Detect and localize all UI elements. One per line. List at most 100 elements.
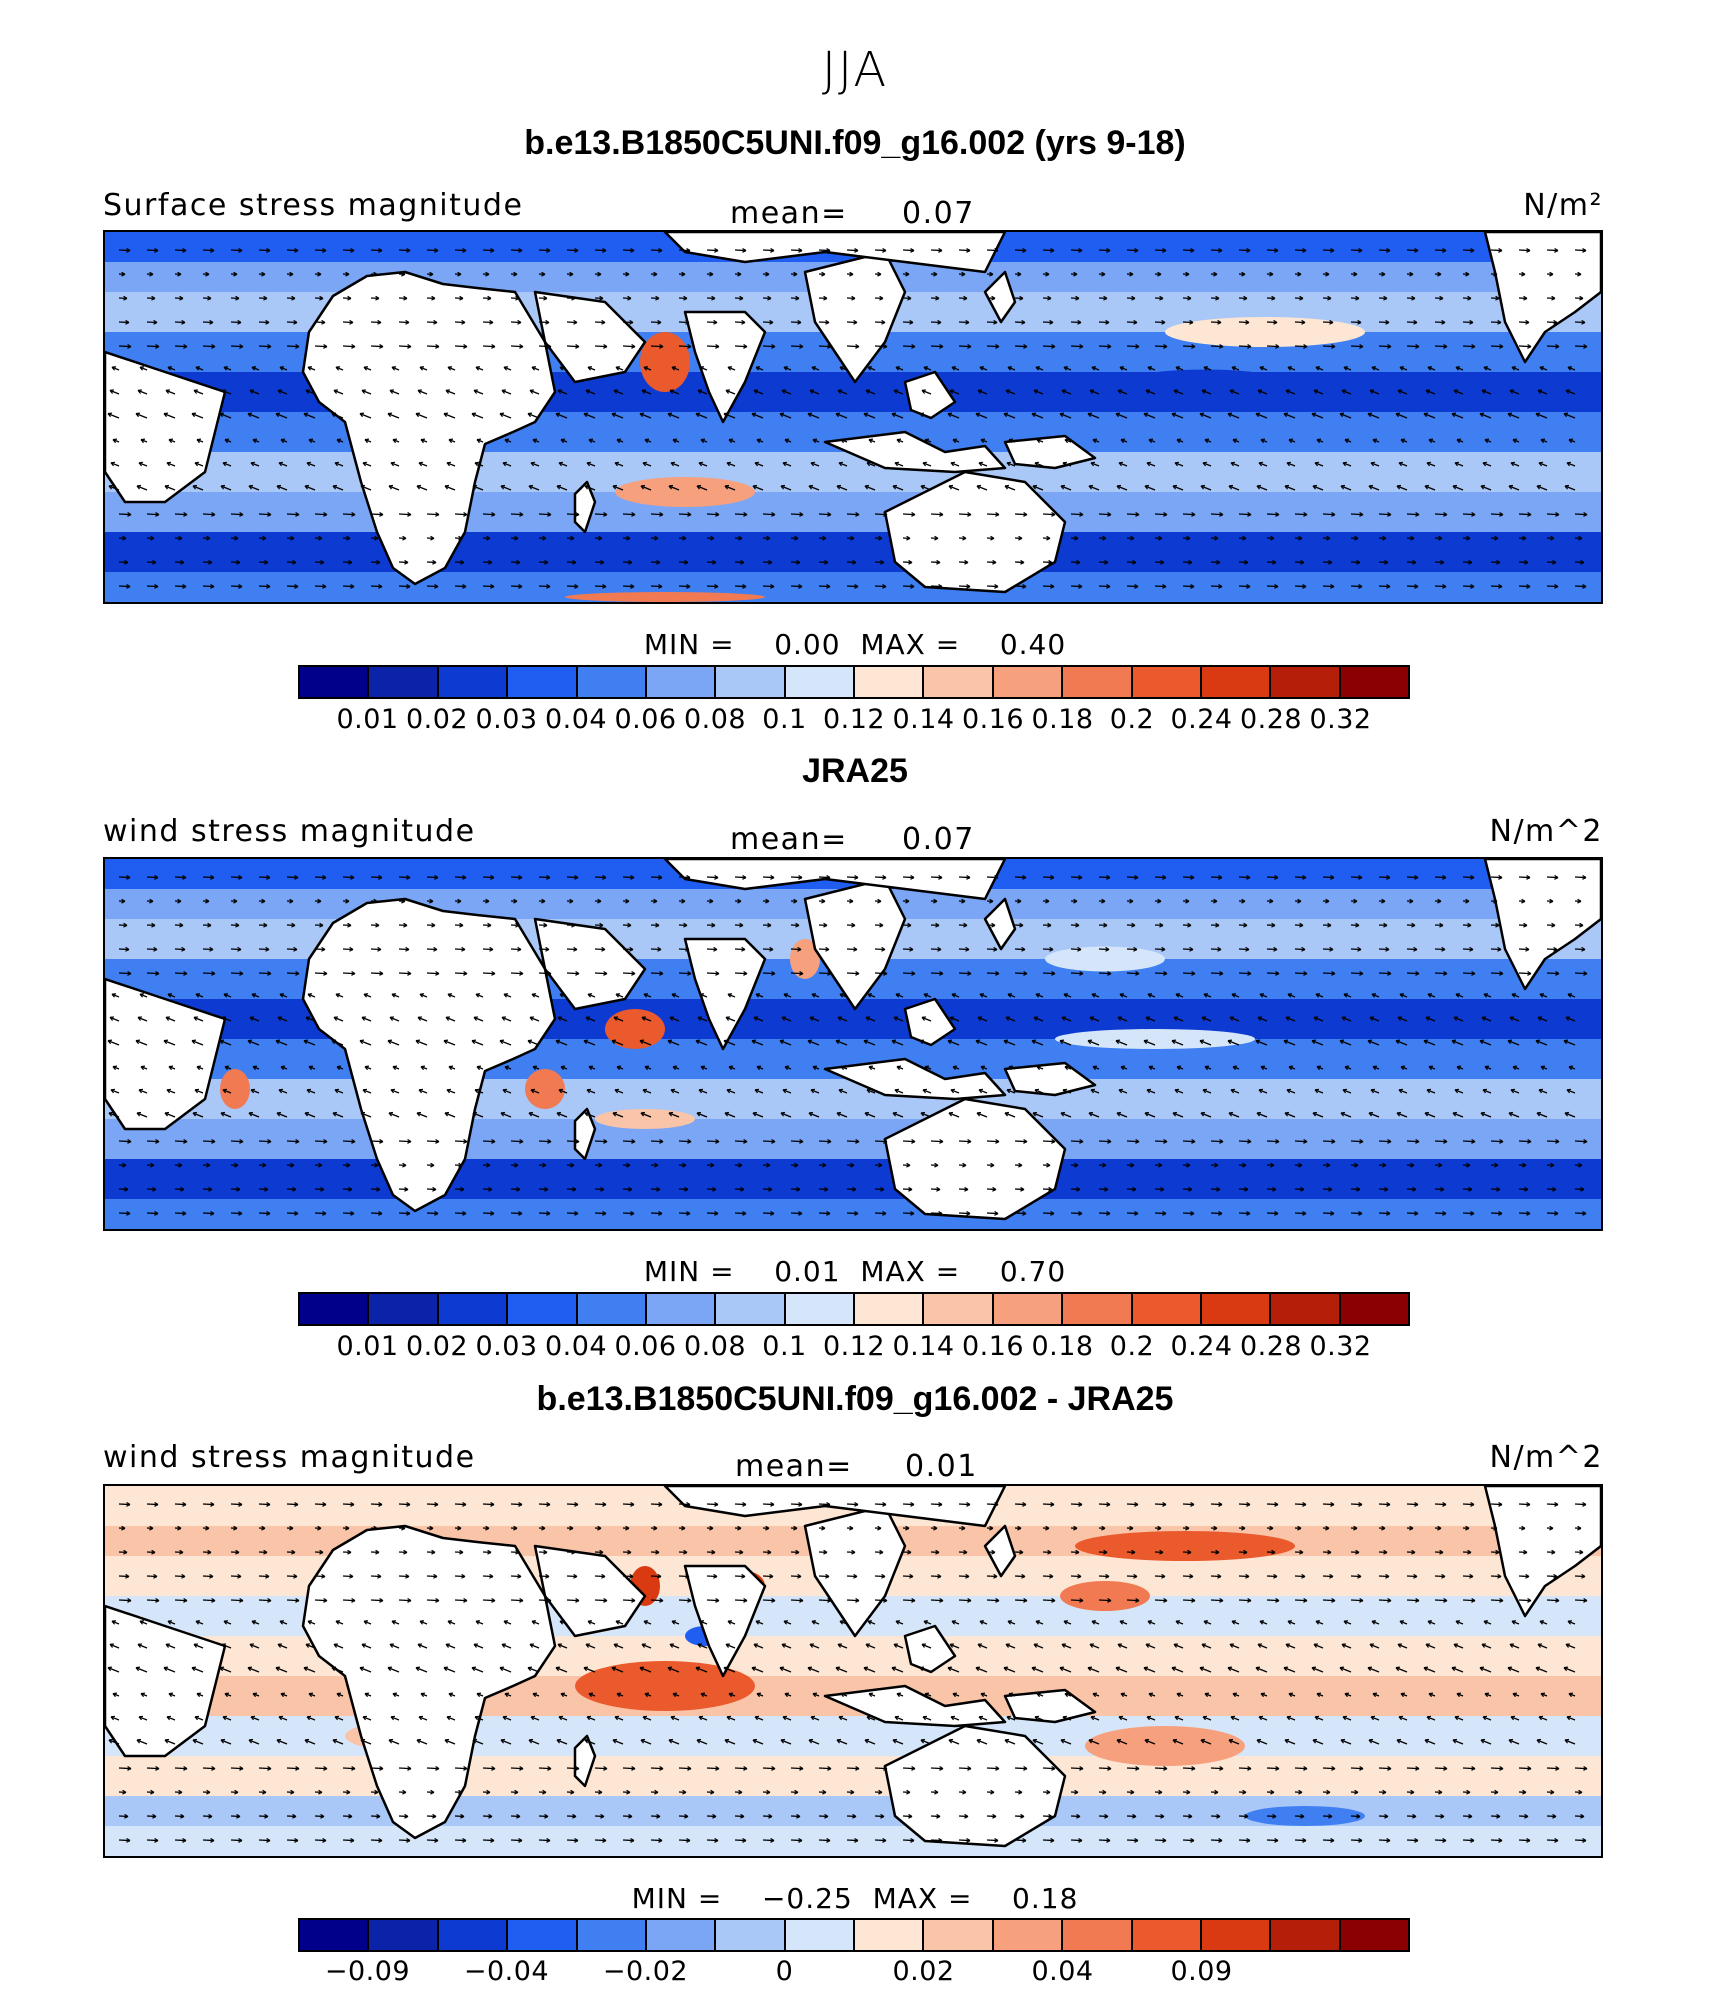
min-value: 0.01: [774, 1255, 840, 1288]
panel-left-label-model: Surface stress magnitude: [103, 188, 523, 223]
colorbar-tick-label: −0.09: [325, 1956, 410, 1987]
colorbar-swatch: [924, 1294, 993, 1324]
colorbar-swatch: [1133, 667, 1202, 697]
mean-value-model: 0.07: [902, 196, 975, 231]
max-value: 0.40: [1000, 628, 1066, 661]
mean-value-diff: 0.01: [905, 1449, 978, 1484]
panel-title-model: b.e13.B1850C5UNI.f09_g16.002 (yrs 9-18): [0, 124, 1710, 163]
colorbar-swatch: [855, 1920, 924, 1950]
colorbar-tick-label: 0.08: [684, 1331, 746, 1362]
map-panel-diff: [103, 1484, 1603, 1858]
colorbar-swatch: [994, 1294, 1063, 1324]
colorbar-swatch: [786, 1920, 855, 1950]
colorbar-tick-label: 0.1: [762, 704, 806, 735]
min-label: MIN =: [644, 628, 735, 661]
colorbar-swatch: [994, 667, 1063, 697]
colorbar-swatch: [855, 1294, 924, 1324]
max-value: 0.18: [1012, 1882, 1078, 1915]
max-label: MAX =: [860, 628, 960, 661]
colorbar-tick-label: 0.24: [1170, 704, 1232, 735]
colorbar-tick-label: 0.06: [614, 704, 676, 735]
colorbar-tick-label: 0.2: [1110, 704, 1154, 735]
colorbar-tick-label: 0.16: [962, 704, 1024, 735]
colorbar-tick-label: 0.1: [762, 1331, 806, 1362]
max-label: MAX =: [860, 1255, 960, 1288]
min-label: MIN =: [632, 1882, 723, 1915]
colorbar-tick-label: 0.14: [892, 704, 954, 735]
colorbar-swatch: [578, 1294, 647, 1324]
colorbar-swatch: [439, 667, 508, 697]
colorbar-swatch: [439, 1920, 508, 1950]
colorbar-swatch: [1202, 1294, 1271, 1324]
min-label: MIN =: [644, 1255, 735, 1288]
colorbar-obs: [298, 1292, 1410, 1326]
colorbar-swatch: [716, 667, 785, 697]
figure-title: JJA: [0, 42, 1710, 98]
colorbar-tick-label: 0.18: [1031, 704, 1093, 735]
colorbar-swatch: [300, 1920, 369, 1950]
panel-title-obs: JRA25: [0, 752, 1710, 791]
colorbar-swatch: [439, 1294, 508, 1324]
colorbar-swatch: [924, 667, 993, 697]
colorbar-tick-label: 0.18: [1031, 1331, 1093, 1362]
colorbar-tick-label: 0.04: [545, 704, 607, 735]
colorbar-swatch: [1063, 1294, 1132, 1324]
colorbar-swatch: [647, 667, 716, 697]
min-max-row-obs: MIN = 0.01 MAX = 0.70: [0, 1255, 1710, 1288]
colorbar-tick-label: 0.01: [336, 1331, 398, 1362]
mean-label-diff: mean=: [735, 1449, 853, 1484]
colorbar-swatch: [1133, 1920, 1202, 1950]
min-value: 0.00: [774, 628, 840, 661]
colorbar-swatch: [369, 1294, 438, 1324]
colorbar-swatch: [1133, 1294, 1202, 1324]
max-label: MAX =: [873, 1882, 973, 1915]
max-value: 0.70: [1000, 1255, 1066, 1288]
colorbar-tick-label: −0.04: [464, 1956, 549, 1987]
colorbar-tick-label: −0.02: [603, 1956, 688, 1987]
panel-left-label-obs: wind stress magnitude: [103, 814, 476, 849]
panel-left-label-diff: wind stress magnitude: [103, 1440, 476, 1475]
colorbar-swatch: [1202, 1920, 1271, 1950]
colorbar-swatch: [924, 1920, 993, 1950]
colorbar-swatch: [1063, 667, 1132, 697]
colorbar-swatch: [786, 667, 855, 697]
map-panel-model: [103, 230, 1603, 604]
colorbar-model: [298, 665, 1410, 699]
colorbar-swatch: [578, 667, 647, 697]
min-value: −0.25: [762, 1882, 853, 1915]
colorbar-swatch: [300, 1294, 369, 1324]
colorbar-tick-label: 0.32: [1309, 704, 1371, 735]
colorbar-tick-label: 0.02: [406, 704, 468, 735]
min-max-row-diff: MIN = −0.25 MAX = 0.18: [0, 1882, 1710, 1915]
units-label-diff: N/m^2: [1490, 1440, 1604, 1475]
colorbar-swatch: [647, 1294, 716, 1324]
colorbar-tick-label: 0.01: [336, 704, 398, 735]
colorbar-tick-label: 0.28: [1240, 1331, 1302, 1362]
colorbar-swatch: [578, 1920, 647, 1950]
colorbar-swatch: [716, 1294, 785, 1324]
colorbar-tick-label: 0.04: [545, 1331, 607, 1362]
map-panel-obs: [103, 857, 1603, 1231]
colorbar-tick-label: 0.02: [892, 1956, 954, 1987]
colorbar-swatch: [1271, 667, 1340, 697]
colorbar-swatch: [1341, 667, 1408, 697]
mean-label-obs: mean=: [730, 822, 848, 857]
colorbar-tick-label: 0.04: [1031, 1956, 1093, 1987]
colorbar-tick-label: 0.06: [614, 1331, 676, 1362]
colorbar-tick-label: 0.03: [475, 1331, 537, 1362]
colorbar-tick-label: 0.09: [1170, 1956, 1232, 1987]
colorbar-swatch: [300, 667, 369, 697]
mean-label-model: mean=: [730, 196, 848, 231]
colorbar-swatch: [369, 1920, 438, 1950]
colorbar-swatch: [716, 1920, 785, 1950]
units-label-obs: N/m^2: [1490, 814, 1604, 849]
colorbar-swatch: [786, 1294, 855, 1324]
colorbar-swatch: [1341, 1920, 1408, 1950]
colorbar-tick-label: 0.16: [962, 1331, 1024, 1362]
colorbar-swatch: [508, 667, 577, 697]
colorbar-swatch: [1341, 1294, 1408, 1324]
min-max-row-model: MIN = 0.00 MAX = 0.40: [0, 628, 1710, 661]
